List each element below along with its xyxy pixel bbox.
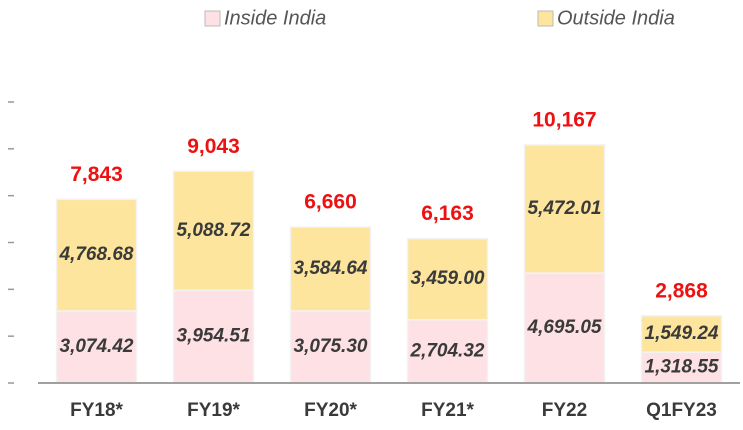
x-tick-label: FY18*: [70, 400, 123, 421]
total-label: 10,167: [532, 108, 596, 131]
segment-label: 1,549.24: [645, 323, 719, 344]
segment-label: 3,459.00: [411, 268, 485, 289]
total-label: 7,843: [70, 163, 123, 186]
x-tick-label: FY21*: [421, 400, 474, 421]
segment-label: 3,954.51: [177, 326, 251, 347]
segment-label: 3,584.64: [294, 258, 368, 279]
x-tick-label: FY19*: [187, 400, 240, 421]
total-label: 9,043: [187, 135, 240, 158]
segment-label: 4,695.05: [527, 317, 602, 338]
legend-label: Outside India: [557, 7, 675, 29]
bar-segment: [172, 170, 255, 292]
bar-segment: [289, 310, 372, 384]
segment-label: 3,075.30: [294, 336, 368, 357]
legend-swatch: [204, 10, 221, 27]
legend-swatch: [537, 10, 554, 27]
segment-label: 4,768.68: [59, 244, 134, 265]
bar-segment: [289, 226, 372, 312]
segment-label: 1,318.55: [645, 357, 719, 378]
bar-segment: [406, 318, 489, 384]
x-tick-label: FY22: [542, 400, 587, 421]
x-tick-label: FY20*: [304, 400, 357, 421]
segment-label: 5,088.72: [177, 220, 251, 241]
segment-label: 5,472.01: [528, 198, 602, 219]
total-label: 6,163: [421, 202, 474, 225]
total-label: 6,660: [304, 191, 357, 214]
segment-label: 3,074.42: [60, 336, 134, 357]
bar-segment: [172, 289, 255, 384]
bar-segment: [640, 315, 723, 353]
x-tick-label: Q1FY23: [646, 400, 717, 421]
segment-label: 2,704.32: [410, 340, 485, 361]
legend-label: Inside India: [224, 7, 326, 29]
bar-segment: [55, 198, 138, 312]
total-label: 2,868: [655, 279, 708, 302]
bar-segment: [406, 237, 489, 321]
bar-segment: [523, 144, 606, 274]
bar-segment: [640, 351, 723, 384]
